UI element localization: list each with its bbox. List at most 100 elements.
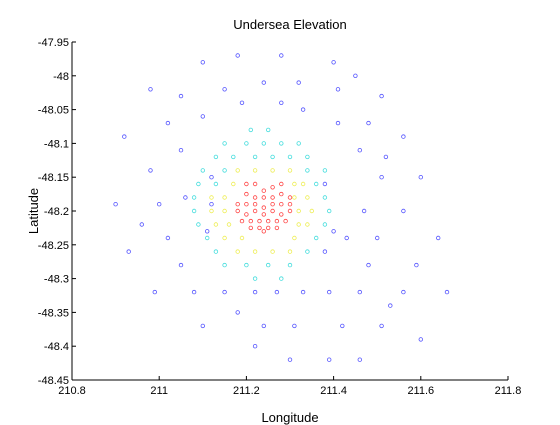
data-point-deep bbox=[322, 249, 328, 254]
data-point-deep bbox=[444, 289, 450, 295]
data-point-peak bbox=[235, 208, 240, 214]
data-point-deep bbox=[322, 181, 328, 187]
data-point-shallow bbox=[270, 168, 275, 173]
data-point-peak bbox=[283, 218, 288, 224]
data-point-mid bbox=[322, 222, 328, 227]
data-point-peak bbox=[244, 212, 249, 217]
data-point-mid bbox=[191, 208, 197, 214]
data-point-deep bbox=[357, 147, 362, 153]
data-point-deep bbox=[204, 229, 210, 234]
data-point-deep bbox=[209, 201, 214, 207]
y-tick-label: -48.4 bbox=[44, 341, 69, 353]
data-point-peak bbox=[257, 218, 262, 224]
y-tick-label: -48.3 bbox=[44, 274, 69, 286]
y-tick-label: -48.45 bbox=[38, 375, 69, 387]
data-point-peak bbox=[274, 218, 280, 224]
data-point-shallow bbox=[292, 235, 297, 241]
y-tick-label: -48 bbox=[53, 71, 69, 83]
data-point-peak bbox=[279, 212, 284, 217]
data-point-peak bbox=[244, 201, 249, 207]
data-point-deep bbox=[335, 87, 341, 92]
data-point-peak bbox=[270, 208, 275, 214]
data-point-mid bbox=[261, 141, 266, 146]
plot-area bbox=[113, 53, 450, 362]
data-point-deep bbox=[156, 201, 162, 207]
data-point-deep bbox=[287, 357, 293, 362]
data-point-deep bbox=[300, 107, 306, 112]
data-point-mid bbox=[305, 249, 310, 254]
data-point-peak bbox=[266, 218, 271, 224]
data-point-mid bbox=[248, 127, 253, 133]
data-point-mid bbox=[270, 154, 275, 160]
data-point-deep bbox=[353, 73, 358, 78]
data-point-deep bbox=[252, 289, 258, 295]
data-point-deep bbox=[335, 120, 341, 126]
data-point-mid bbox=[266, 127, 271, 133]
data-point-shallow bbox=[222, 208, 227, 214]
data-point-deep bbox=[357, 357, 362, 362]
data-point-deep bbox=[366, 262, 371, 268]
x-tick-label: 211.2 bbox=[233, 385, 260, 397]
x-ticks: 210.8 211 211.2 211.4 211.6 211.8 bbox=[58, 376, 521, 397]
data-point-peak bbox=[244, 191, 249, 197]
data-point-shallow bbox=[292, 195, 297, 200]
data-point-deep bbox=[401, 289, 406, 295]
data-point-deep bbox=[209, 174, 214, 180]
data-point-peak bbox=[235, 201, 240, 207]
data-point-deep bbox=[152, 289, 157, 295]
data-point-shallow bbox=[226, 222, 232, 227]
data-point-deep bbox=[261, 80, 266, 85]
data-point-deep bbox=[357, 289, 362, 295]
data-point-shallow bbox=[235, 168, 240, 173]
data-point-peak bbox=[261, 229, 266, 234]
data-point-shallow bbox=[300, 181, 306, 187]
data-point-mid bbox=[322, 195, 328, 200]
data-point-mid bbox=[305, 168, 310, 173]
data-point-mid bbox=[287, 154, 293, 160]
data-point-deep bbox=[222, 87, 227, 92]
data-point-deep bbox=[331, 229, 336, 234]
data-point-shallow bbox=[231, 181, 236, 187]
data-point-deep bbox=[148, 87, 153, 92]
data-point-peak bbox=[287, 208, 293, 214]
data-point-mid bbox=[244, 262, 249, 268]
data-point-deep bbox=[165, 120, 171, 126]
data-point-mid bbox=[322, 168, 328, 173]
y-tick-label: -48.1 bbox=[44, 138, 69, 150]
data-point-deep bbox=[191, 289, 197, 295]
data-point-deep bbox=[331, 60, 336, 65]
data-point-shallow bbox=[239, 235, 245, 241]
data-point-deep bbox=[388, 303, 393, 308]
data-point-shallow bbox=[296, 222, 301, 227]
data-point-deep bbox=[178, 147, 184, 153]
x-tick-label: 211.6 bbox=[407, 385, 434, 397]
data-point-deep bbox=[279, 100, 284, 105]
data-point-deep bbox=[122, 134, 127, 139]
data-point-shallow bbox=[287, 168, 293, 173]
data-point-deep bbox=[178, 262, 184, 268]
data-point-deep bbox=[383, 154, 389, 160]
x-axis-title: Longitude bbox=[261, 410, 318, 425]
y-tick-label: -48.2 bbox=[44, 206, 69, 218]
x-tick-label: 211.4 bbox=[320, 385, 347, 397]
data-point-peak bbox=[261, 212, 266, 217]
data-point-deep bbox=[274, 289, 280, 295]
data-point-shallow bbox=[209, 195, 214, 200]
data-point-mid bbox=[287, 262, 293, 268]
data-point-deep bbox=[235, 310, 240, 315]
data-point-deep bbox=[414, 262, 419, 268]
data-point-deep bbox=[252, 344, 258, 349]
data-point-mid bbox=[305, 154, 310, 160]
data-point-mid bbox=[213, 154, 219, 160]
data-point-peak bbox=[244, 181, 249, 187]
data-point-shallow bbox=[213, 222, 219, 227]
data-point-mid bbox=[244, 141, 249, 146]
data-point-shallow bbox=[305, 222, 310, 227]
data-point-mid bbox=[279, 141, 284, 146]
data-point-mid bbox=[279, 276, 284, 281]
data-point-peak bbox=[279, 181, 284, 187]
x-tick-label: 211 bbox=[150, 385, 168, 397]
data-point-peak bbox=[257, 225, 262, 231]
data-point-peak bbox=[261, 188, 266, 193]
